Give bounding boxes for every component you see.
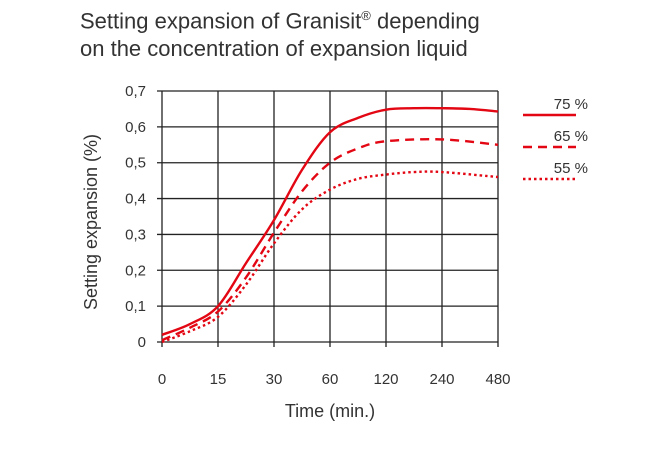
y-tick-label: 0,3 [125, 226, 146, 243]
series-line-55 [161, 170, 499, 344]
y-tick-label: 0,4 [125, 191, 146, 208]
chart-title-line1: Setting expansion of Granisit® depending [80, 8, 480, 34]
y-tick-label: 0,5 [125, 155, 146, 172]
legend-label: 75 % [554, 96, 588, 113]
x-tick-label: 15 [210, 371, 227, 388]
x-tick-label: 480 [485, 371, 510, 388]
chart-title-line2: on the concentration of expansion liquid [80, 36, 468, 61]
series-line-65 [161, 138, 499, 342]
y-tick-label: 0,2 [125, 262, 146, 279]
y-tick-label: 0,1 [125, 298, 146, 315]
y-tick-label: 0,6 [125, 119, 146, 136]
x-tick-label: 120 [373, 371, 398, 388]
y-axis-label: Setting expansion (%) [81, 134, 101, 310]
x-tick-label: 0 [158, 371, 166, 388]
x-tick-label: 30 [266, 371, 283, 388]
series-line-75 [161, 106, 499, 336]
x-tick-label: 60 [322, 371, 339, 388]
legend-label: 55 % [554, 160, 588, 177]
legend-label: 65 % [554, 128, 588, 145]
x-tick-label: 240 [429, 371, 454, 388]
x-axis-label: Time (min.) [285, 401, 375, 421]
y-tick-label: 0 [138, 334, 146, 351]
y-tick-label: 0,7 [125, 83, 146, 100]
